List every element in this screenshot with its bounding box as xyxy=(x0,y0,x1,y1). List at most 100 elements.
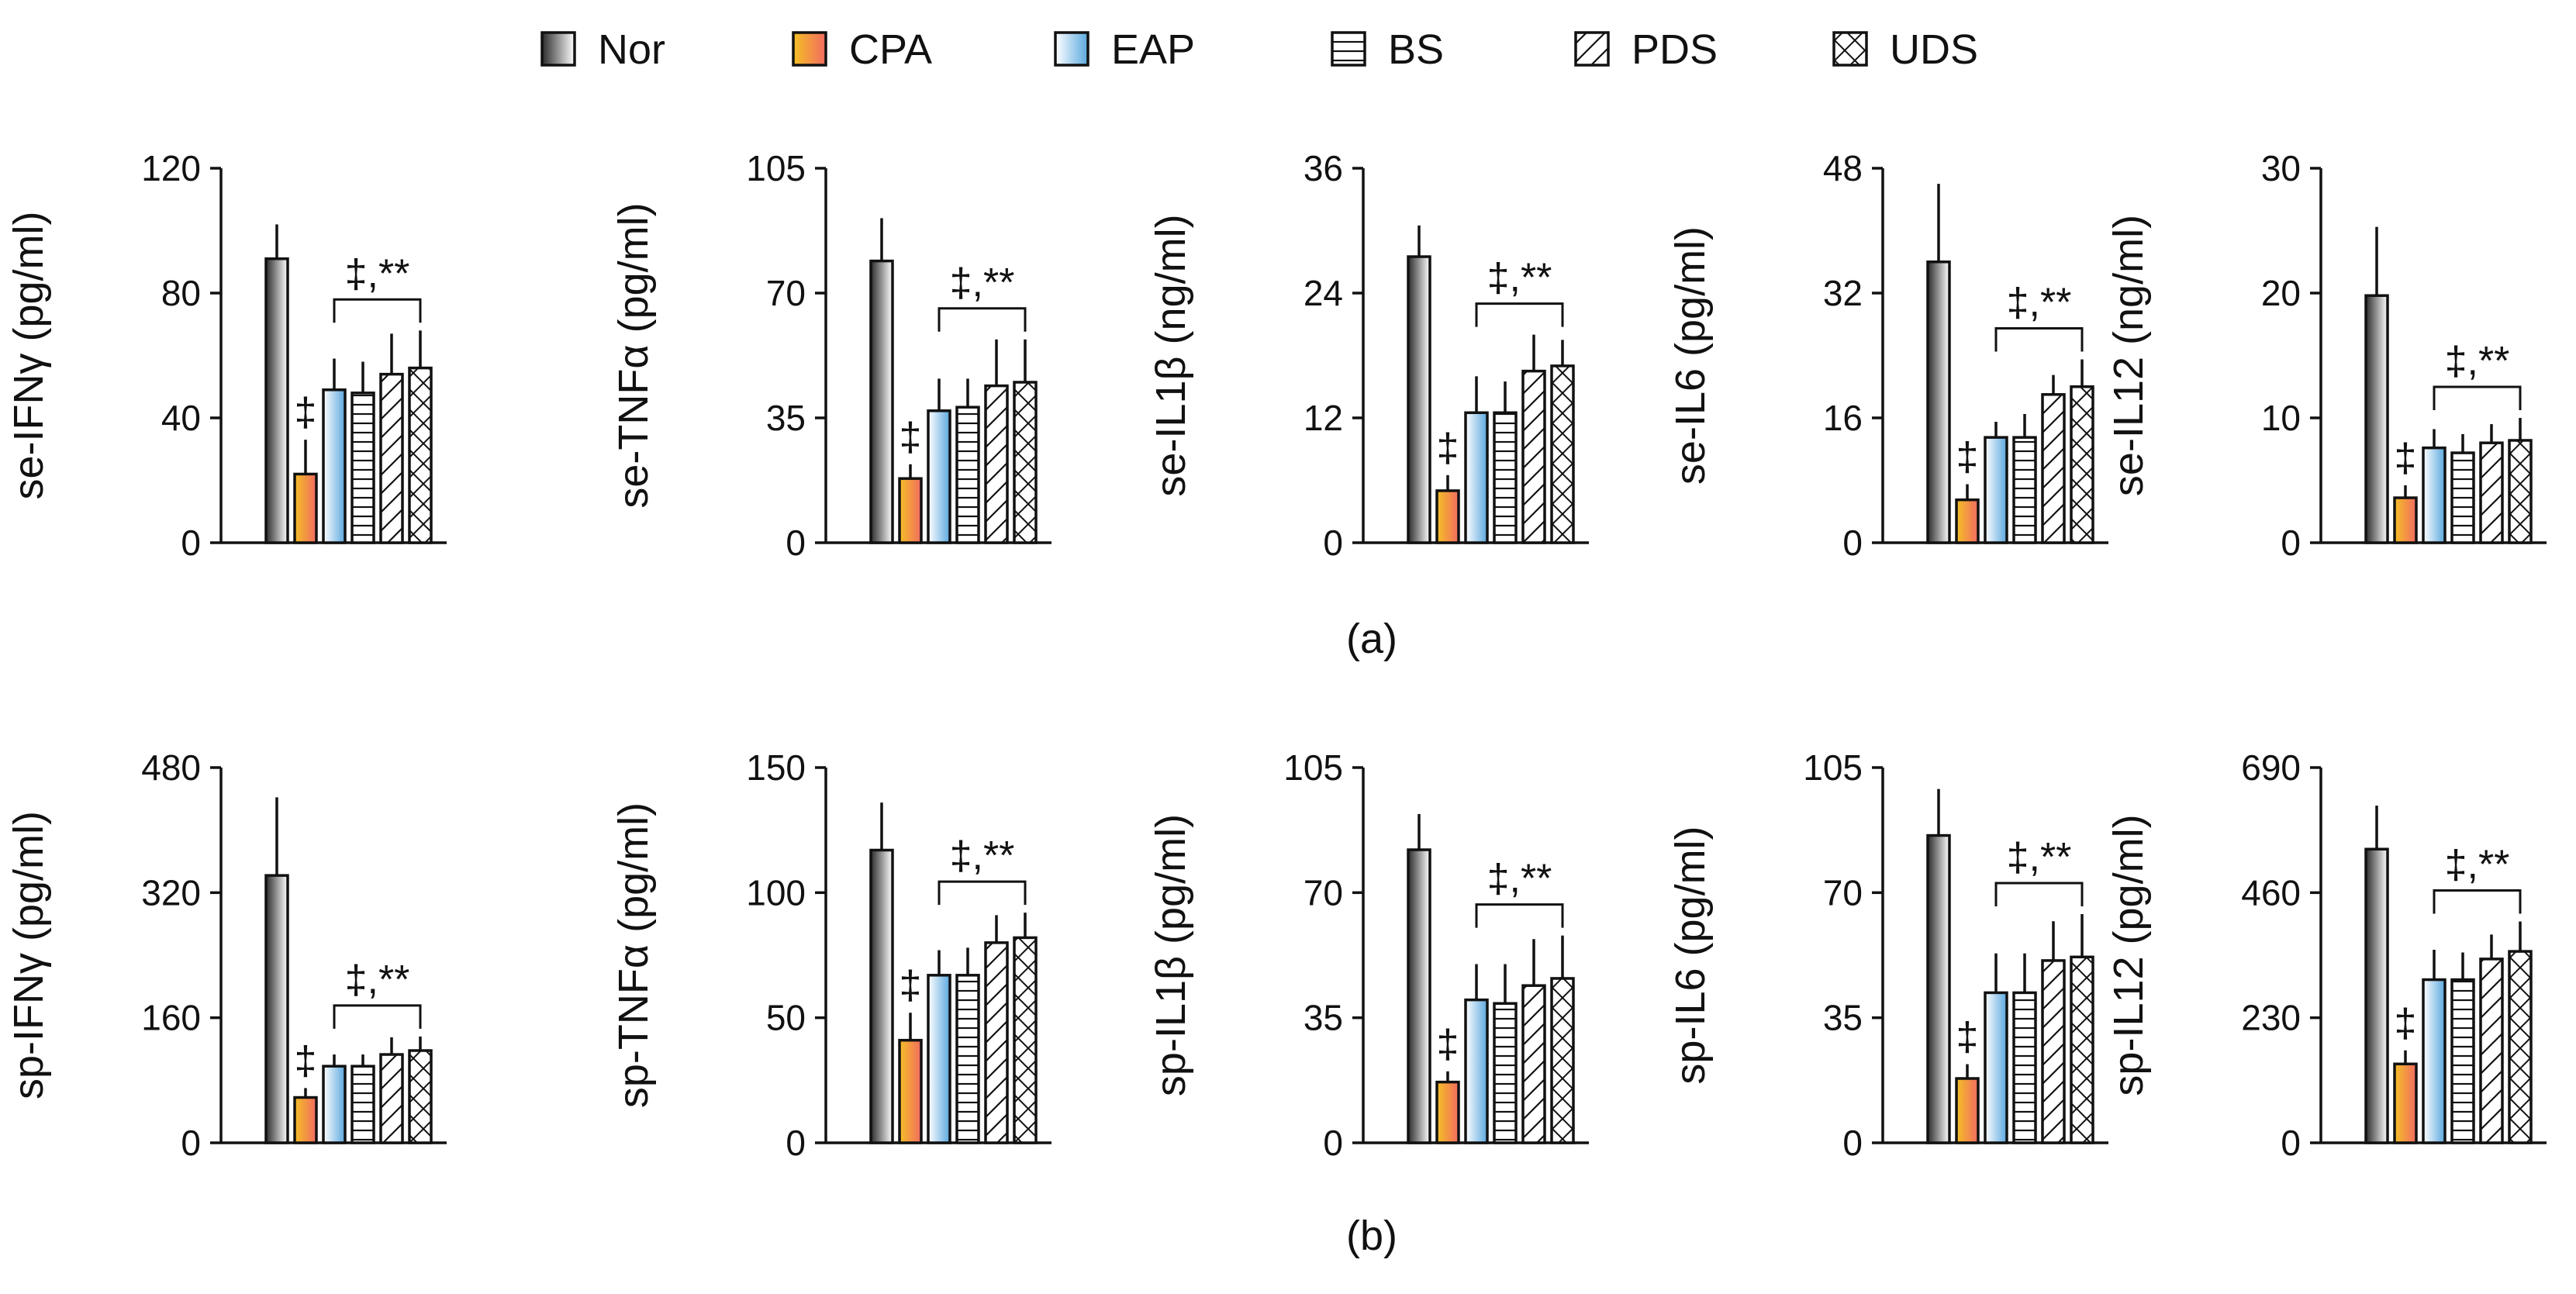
legend-item-eap: EAP xyxy=(1054,26,1195,73)
y-axis-label: se-IL6 (pg/ml) xyxy=(1667,226,1714,485)
bar-cpa xyxy=(898,477,923,544)
y-axis-label: se-TNFα (pg/ml) xyxy=(610,202,657,508)
bar-nor xyxy=(1407,848,1431,1144)
bar-bs xyxy=(2012,991,2037,1144)
legend-item-uds: UDS xyxy=(1832,26,1978,73)
cpa-significance-mark: ‡ xyxy=(900,963,922,1008)
group-significance-mark: ‡,** xyxy=(1487,857,1552,902)
y-tick-label: 20 xyxy=(2261,273,2301,313)
bar-cpa xyxy=(1435,489,1460,544)
panel-label: (a) xyxy=(1346,616,1397,662)
y-tick-label: 0 xyxy=(1323,523,1343,563)
bar-pds xyxy=(1521,369,1546,544)
bar-uds xyxy=(2070,955,2094,1144)
chart-0-3: 0 16 32 48 se-IL6 (pg/ml) ‡ ‡,** xyxy=(1667,148,2108,563)
group-significance-mark: ‡,** xyxy=(950,833,1015,878)
bar-cpa xyxy=(1955,498,1980,544)
legend-swatch-eap xyxy=(1054,31,1089,67)
bar-cpa xyxy=(2393,1062,2418,1144)
bar-nor xyxy=(1926,261,1951,544)
bar-pds xyxy=(984,941,1009,1144)
y-tick-label: 48 xyxy=(1823,148,1863,188)
bar-nor xyxy=(1926,833,1951,1144)
chart-0-0: 0 40 80 120 se-IFNγ (pg/ml) ‡ ‡,** xyxy=(5,148,447,563)
bar-nor xyxy=(264,257,289,544)
cpa-significance-mark: ‡ xyxy=(295,1038,317,1083)
bar-cpa xyxy=(293,1096,318,1144)
y-axis-label: sp-IFNγ (pg/ml) xyxy=(5,811,52,1099)
bar-bs xyxy=(350,392,375,544)
y-tick-label: 100 xyxy=(746,872,806,913)
bar-nor xyxy=(869,848,894,1144)
bar-pds xyxy=(2479,958,2504,1144)
cpa-significance-mark: ‡ xyxy=(900,415,922,460)
y-tick-label: 24 xyxy=(1304,273,1343,313)
chart-1-4: 0 230 460 690 sp-IL12 (pg/ml) ‡ ‡,** xyxy=(2105,747,2547,1163)
bar-uds xyxy=(408,1049,433,1144)
y-tick-label: 480 xyxy=(141,747,201,788)
bar-cpa xyxy=(1955,1077,1980,1144)
bar-nor xyxy=(2364,294,2389,544)
legend-label: UDS xyxy=(1890,26,1978,73)
group-significance-mark: ‡,** xyxy=(345,958,410,1002)
cpa-significance-mark: ‡ xyxy=(2395,1001,2417,1046)
bar-bs xyxy=(955,405,980,544)
y-tick-label: 35 xyxy=(766,398,806,438)
y-axis-label: sp-IL12 (pg/ml) xyxy=(2105,814,2152,1096)
y-tick-label: 105 xyxy=(1803,747,1863,788)
chart-1-1: 0 50 100 150 sp-TNFα (pg/ml) ‡ ‡,** xyxy=(610,747,1051,1163)
y-tick-label: 0 xyxy=(181,523,201,563)
y-tick-label: 0 xyxy=(786,1123,806,1163)
bar-pds xyxy=(2041,393,2066,544)
y-tick-label: 120 xyxy=(141,148,201,188)
bar-cpa xyxy=(2393,496,2418,544)
bar-pds xyxy=(2041,959,2066,1144)
bar-nor xyxy=(264,874,289,1144)
y-tick-label: 0 xyxy=(1323,1123,1343,1163)
significance-bracket xyxy=(2433,889,2522,914)
bar-uds xyxy=(2508,439,2533,544)
chart-0-2: 0 12 24 36 se-IL1β (ng/ml) ‡ ‡,** xyxy=(1148,148,1589,563)
y-axis-label: se-IL1β (ng/ml) xyxy=(1148,214,1194,496)
y-tick-label: 0 xyxy=(2281,523,2301,563)
legend-label: Nor xyxy=(598,26,665,73)
bar-uds xyxy=(1013,936,1038,1144)
y-tick-label: 70 xyxy=(1304,872,1343,913)
y-tick-label: 0 xyxy=(1842,523,1863,563)
legend-swatch-nor xyxy=(540,31,576,67)
bar-uds xyxy=(1013,381,1038,544)
y-tick-label: 0 xyxy=(2281,1123,2301,1163)
bar-eap xyxy=(1464,998,1489,1144)
y-tick-label: 690 xyxy=(2241,747,2301,788)
legend: Nor CPA EAP BS PDS UDS xyxy=(540,26,1978,73)
y-tick-label: 230 xyxy=(2241,998,2301,1038)
significance-bracket xyxy=(1475,903,1564,928)
chart-1-2: 0 35 70 105 sp-IL1β (pg/ml) ‡ ‡,** xyxy=(1148,747,1589,1163)
legend-item-bs: BS xyxy=(1331,26,1444,73)
group-significance-mark: ‡,** xyxy=(2007,835,2072,880)
bar-bs xyxy=(955,974,980,1144)
y-tick-label: 150 xyxy=(746,747,806,788)
legend-label: EAP xyxy=(1111,26,1195,73)
bar-bs xyxy=(350,1065,375,1144)
bar-bs xyxy=(2450,978,2475,1144)
bar-nor xyxy=(869,259,894,544)
legend-item-pds: PDS xyxy=(1574,26,1718,73)
cpa-significance-mark: ‡ xyxy=(1437,1022,1459,1067)
cpa-significance-mark: ‡ xyxy=(2395,436,2417,481)
y-tick-label: 160 xyxy=(141,998,201,1038)
panel-labels: (a) (b) xyxy=(1346,616,1397,1259)
cpa-significance-mark: ‡ xyxy=(1437,426,1459,471)
bar-pds xyxy=(379,1053,404,1144)
legend-item-cpa: CPA xyxy=(792,26,932,73)
significance-bracket xyxy=(1994,327,2084,352)
y-tick-label: 40 xyxy=(161,398,201,438)
cpa-significance-mark: ‡ xyxy=(1956,435,1979,480)
y-tick-label: 32 xyxy=(1823,273,1863,313)
y-tick-label: 36 xyxy=(1304,148,1343,188)
chart-1-3: 0 35 70 105 sp-IL6 (pg/ml) ‡ ‡,** xyxy=(1667,747,2108,1163)
y-tick-label: 16 xyxy=(1823,398,1863,438)
bar-eap xyxy=(2422,978,2447,1144)
y-tick-label: 35 xyxy=(1304,998,1343,1038)
